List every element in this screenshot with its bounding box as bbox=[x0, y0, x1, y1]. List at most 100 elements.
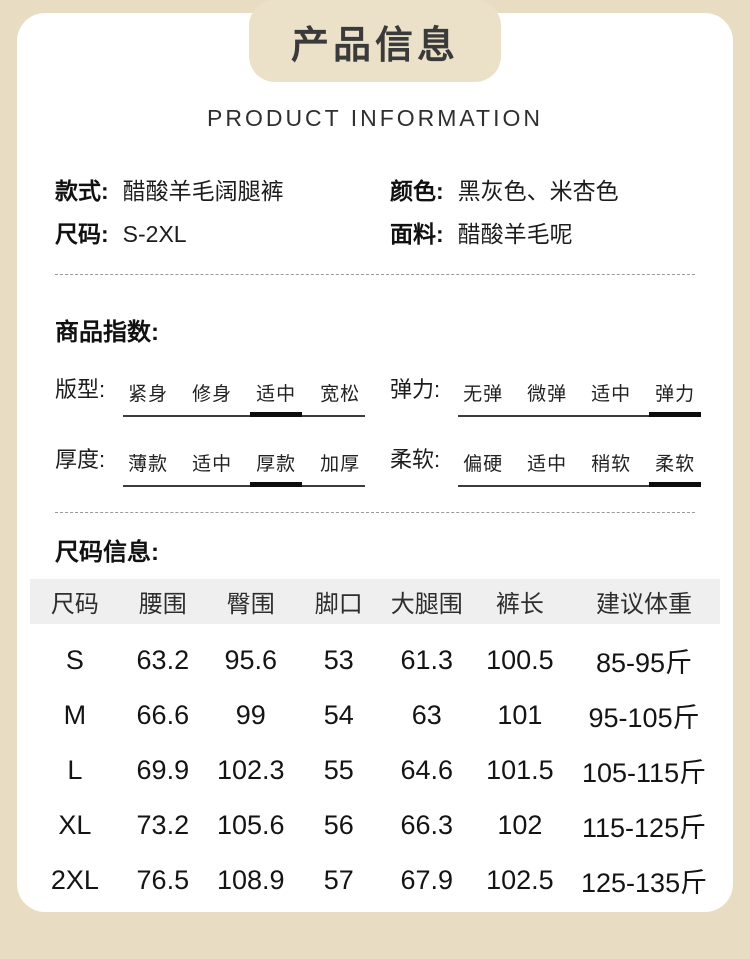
field-value: S-2XL bbox=[122, 221, 187, 247]
table-cell: 61.3 bbox=[400, 645, 453, 675]
table-cell: 115-125斤 bbox=[582, 813, 707, 843]
field-label: 尺码: bbox=[55, 221, 109, 247]
index-group-label: 版型: bbox=[55, 377, 106, 402]
table-cell: 105.6 bbox=[216, 810, 285, 840]
index-option: 微弹 bbox=[527, 384, 568, 405]
table-row: M 66.6 99 54 63 101 95-105斤 bbox=[30, 688, 720, 743]
table-cell: 66.3 bbox=[400, 810, 453, 840]
table-cell: 101 bbox=[497, 700, 543, 730]
index-section-heading: 商品指数: bbox=[55, 319, 159, 346]
column-header: 裤长 bbox=[495, 591, 544, 618]
size-table-header-row: 尺码 腰围 臀围 脚口 大腿围 裤长 建议体重 bbox=[30, 579, 720, 624]
page-title: 产品信息 bbox=[290, 24, 459, 67]
index-option: 适中 bbox=[250, 379, 303, 417]
index-group-fit: 版型: 紧身 修身 适中 宽松 bbox=[55, 377, 390, 417]
table-row: 2XL 76.5 108.9 57 67.9 102.5 125-135斤 bbox=[30, 853, 720, 908]
index-group-thickness: 厚度: 薄款 适中 厚款 加厚 bbox=[55, 447, 390, 487]
column-header: 腰围 bbox=[138, 591, 187, 618]
table-cell: 102.3 bbox=[216, 755, 285, 785]
field-label: 款式: bbox=[55, 178, 109, 204]
table-cell: XL bbox=[58, 810, 92, 840]
table-cell: 100.5 bbox=[486, 645, 554, 675]
table-cell: 95.6 bbox=[224, 645, 278, 675]
table-cell: 102.5 bbox=[486, 865, 554, 895]
table-cell: 63 bbox=[411, 700, 442, 730]
table-cell: 55 bbox=[323, 755, 354, 785]
field-label: 面料: bbox=[390, 221, 444, 247]
table-cell: 102 bbox=[497, 810, 543, 840]
index-options: 无弹 微弹 适中 弹力 bbox=[458, 377, 702, 417]
table-cell: 54 bbox=[323, 700, 354, 730]
field-fabric: 面料: 醋酸羊毛呢 bbox=[390, 220, 695, 248]
index-option: 适中 bbox=[591, 384, 632, 405]
table-cell: 85-95斤 bbox=[596, 648, 693, 678]
page-subtitle: PRODUCT INFORMATION bbox=[207, 105, 543, 131]
size-table-body: S 63.2 95.6 53 61.3 100.5 85-95斤 M 66.6 … bbox=[30, 624, 720, 908]
table-cell: 99 bbox=[235, 700, 266, 730]
index-option: 宽松 bbox=[320, 384, 361, 405]
field-value: 醋酸羊毛呢 bbox=[457, 221, 573, 247]
index-option: 稍软 bbox=[591, 454, 632, 475]
index-group-softness: 柔软: 偏硬 适中 稍软 柔软 bbox=[390, 447, 702, 487]
table-cell: 53 bbox=[323, 645, 354, 675]
table-cell: 2XL bbox=[50, 865, 99, 895]
column-header: 大腿围 bbox=[390, 591, 463, 618]
index-option: 紧身 bbox=[128, 384, 169, 405]
table-cell: 125-135斤 bbox=[581, 868, 708, 898]
size-table: 尺码 腰围 臀围 脚口 大腿围 裤长 建议体重 S 63.2 95.6 53 6… bbox=[30, 579, 720, 908]
column-header: 脚口 bbox=[314, 591, 363, 618]
index-option: 修身 bbox=[192, 384, 233, 405]
index-options: 偏硬 适中 稍软 柔软 bbox=[458, 447, 702, 487]
table-cell: 63.2 bbox=[136, 645, 190, 675]
product-fields: 款式: 醋酸羊毛阔腿裤 颜色: 黑灰色、米杏色 尺码: S-2XL 面料: 醋酸… bbox=[55, 177, 695, 248]
title-banner: 产品信息 bbox=[249, 0, 501, 82]
index-group-label: 厚度: bbox=[55, 447, 106, 472]
table-cell: 108.9 bbox=[216, 865, 285, 895]
table-cell: L bbox=[67, 755, 83, 785]
index-group-elasticity: 弹力: 无弹 微弹 适中 弹力 bbox=[390, 377, 702, 417]
table-cell: 101.5 bbox=[486, 755, 554, 785]
index-option: 加厚 bbox=[320, 454, 361, 475]
table-cell: 57 bbox=[323, 865, 354, 895]
table-cell: 69.9 bbox=[136, 755, 190, 785]
index-option: 适中 bbox=[192, 454, 233, 475]
table-row: XL 73.2 105.6 56 66.3 102 115-125斤 bbox=[30, 798, 720, 853]
table-cell: 64.6 bbox=[400, 755, 453, 785]
table-cell: 76.5 bbox=[136, 865, 190, 895]
card-content: PRODUCT INFORMATION 款式: 醋酸羊毛阔腿裤 颜色: 黑灰色、… bbox=[17, 13, 733, 912]
index-options: 紧身 修身 适中 宽松 bbox=[123, 377, 366, 417]
index-option: 无弹 bbox=[463, 384, 504, 405]
field-color: 颜色: 黑灰色、米杏色 bbox=[390, 177, 695, 205]
index-option: 适中 bbox=[527, 454, 568, 475]
table-cell: M bbox=[63, 700, 87, 730]
index-option: 偏硬 bbox=[463, 454, 504, 475]
table-cell: 56 bbox=[323, 810, 354, 840]
table-cell: 66.6 bbox=[136, 700, 190, 730]
field-value: 醋酸羊毛阔腿裤 bbox=[122, 178, 284, 204]
field-size-range: 尺码: S-2XL bbox=[55, 220, 390, 248]
column-header: 臀围 bbox=[226, 591, 275, 618]
index-groups: 版型: 紧身 修身 适中 宽松 弹力: 无弹 微弹 适中 弹力 bbox=[55, 377, 702, 487]
index-group-label: 弹力: bbox=[390, 377, 441, 402]
field-style: 款式: 醋酸羊毛阔腿裤 bbox=[55, 177, 390, 205]
field-value: 黑灰色、米杏色 bbox=[457, 178, 619, 204]
info-card: PRODUCT INFORMATION 款式: 醋酸羊毛阔腿裤 颜色: 黑灰色、… bbox=[17, 13, 733, 912]
table-cell: 95-105斤 bbox=[588, 703, 700, 733]
divider bbox=[55, 274, 695, 275]
index-option: 柔软 bbox=[649, 449, 702, 487]
table-cell: 67.9 bbox=[400, 865, 453, 895]
index-option: 弹力 bbox=[649, 379, 702, 417]
divider bbox=[55, 512, 695, 513]
field-label: 颜色: bbox=[390, 178, 444, 204]
table-cell: S bbox=[65, 645, 84, 675]
size-section-heading: 尺码信息: bbox=[55, 539, 159, 566]
table-row: L 69.9 102.3 55 64.6 101.5 105-115斤 bbox=[30, 743, 720, 798]
table-row: S 63.2 95.6 53 61.3 100.5 85-95斤 bbox=[30, 633, 720, 688]
index-group-label: 柔软: bbox=[390, 447, 441, 472]
index-options: 薄款 适中 厚款 加厚 bbox=[123, 447, 366, 487]
column-header: 尺码 bbox=[50, 591, 99, 618]
index-option: 厚款 bbox=[250, 449, 303, 487]
table-cell: 105-115斤 bbox=[582, 758, 707, 788]
column-header: 建议体重 bbox=[596, 591, 693, 618]
